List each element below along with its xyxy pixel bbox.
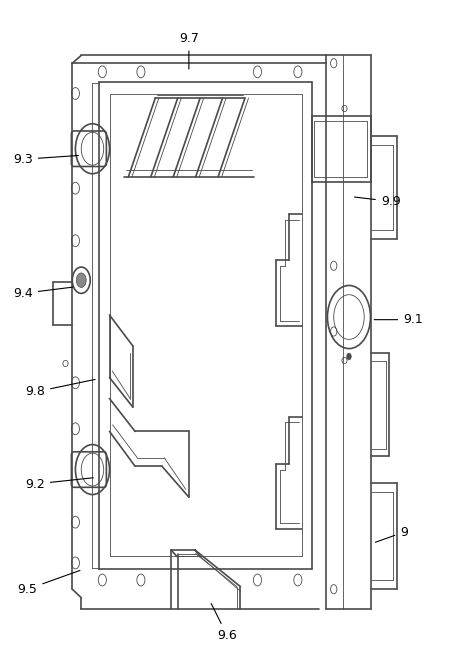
Text: 9.9: 9.9 — [355, 195, 400, 208]
Text: 9.7: 9.7 — [179, 32, 199, 69]
Text: 9.6: 9.6 — [211, 603, 237, 642]
Circle shape — [76, 273, 86, 288]
Text: 9.5: 9.5 — [18, 570, 80, 596]
Text: O: O — [340, 105, 347, 114]
Text: 9.1: 9.1 — [374, 313, 423, 326]
Text: 9.2: 9.2 — [25, 477, 93, 491]
Text: 9.3: 9.3 — [13, 152, 79, 166]
Text: 9.4: 9.4 — [13, 287, 73, 300]
Text: 9: 9 — [375, 526, 408, 542]
Text: O: O — [61, 360, 68, 369]
Text: O: O — [340, 357, 347, 365]
Circle shape — [347, 353, 351, 360]
Text: 9.8: 9.8 — [25, 379, 95, 398]
